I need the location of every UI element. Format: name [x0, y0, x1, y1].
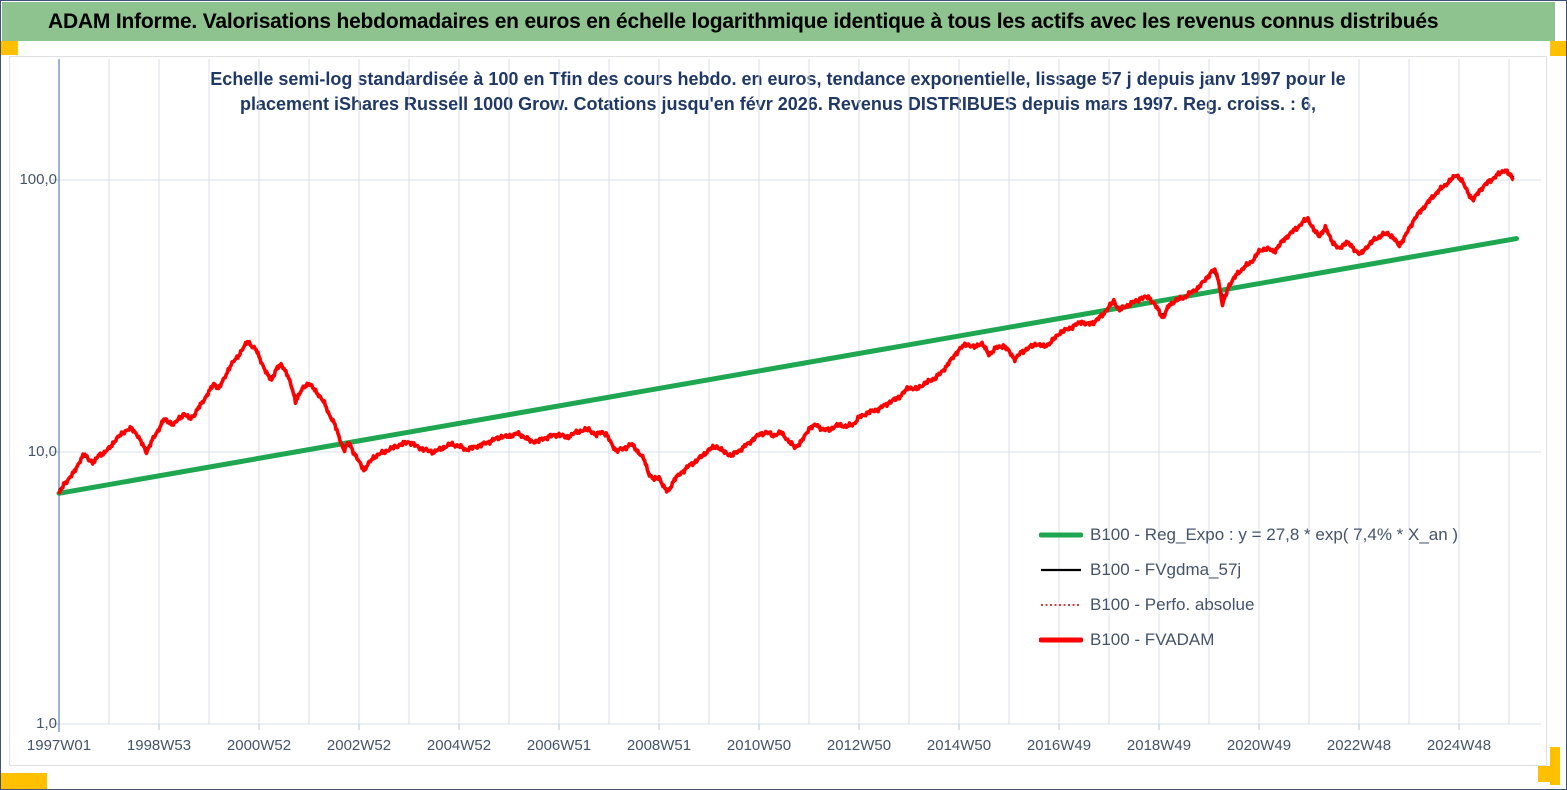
legend-line-swatch — [1041, 603, 1081, 606]
legend-label: B100 - Perfo. absolue — [1090, 594, 1255, 614]
legend-label: B100 - Reg_Expo : y = 27,8 * exp( 7,4% *… — [1090, 524, 1459, 544]
yellow-marker-top-left — [1, 41, 18, 55]
chart-title-line-1: Echelle semi-log standardisée à 100 en T… — [210, 69, 1346, 89]
x-axis-label: 2022W48 — [1326, 737, 1392, 754]
x-axis-label: 2002W52 — [326, 737, 392, 754]
chart-legend: B100 - Reg_Expo : y = 27,8 * exp( 7,4% *… — [1039, 517, 1458, 657]
x-axis-label: 2004W52 — [426, 737, 492, 754]
y-axis-label: 10,0 — [27, 443, 57, 460]
x-axis-label: 1998W53 — [126, 737, 192, 754]
legend-line-swatch — [1039, 532, 1083, 537]
yellow-marker-top-right — [1550, 41, 1566, 56]
y-axis-label: 1,0 — [36, 715, 57, 732]
y-axis-label: 100,0 — [19, 171, 57, 188]
x-axis-label: 2014W50 — [926, 737, 992, 754]
legend-item: B100 - FVADAM — [1039, 622, 1458, 657]
report-header-bar: ADAM Informe. Valorisations hebdomadaire… — [2, 2, 1555, 41]
legend-item: B100 - FVgdma_57j — [1039, 552, 1458, 587]
legend-line-swatch — [1039, 637, 1083, 642]
x-axis-label: 2020W49 — [1226, 737, 1292, 754]
legend-item: B100 - Perfo. absolue — [1039, 587, 1458, 622]
x-axis-label: 2018W49 — [1126, 737, 1192, 754]
x-axis-label: 2010W50 — [726, 737, 792, 754]
x-axis-label: 2000W52 — [226, 737, 292, 754]
chart-title-line-2: placement iShares Russell 1000 Grow. Cot… — [239, 94, 1316, 114]
x-axis-label: 1997W01 — [26, 737, 92, 754]
x-axis-label: 2012W50 — [826, 737, 892, 754]
yellow-marker-bottom-right — [1538, 766, 1560, 782]
x-axis-label: 2016W49 — [1026, 737, 1092, 754]
x-axis-label: 2006W51 — [526, 737, 592, 754]
chart-card — [9, 56, 1547, 766]
x-axis-label: 2008W51 — [626, 737, 692, 754]
legend-label: B100 - FVADAM — [1090, 629, 1215, 649]
legend-item: B100 - Reg_Expo : y = 27,8 * exp( 7,4% *… — [1039, 517, 1458, 552]
report-title: ADAM Informe. Valorisations hebdomadaire… — [48, 9, 1439, 33]
chart-title: Echelle semi-log standardisée à 100 en T… — [171, 67, 1385, 117]
legend-label: B100 - FVgdma_57j — [1090, 559, 1242, 579]
legend-line-swatch — [1041, 568, 1081, 571]
x-axis-label: 2024W48 — [1426, 737, 1492, 754]
yellow-marker-bottom-left — [1, 773, 47, 789]
